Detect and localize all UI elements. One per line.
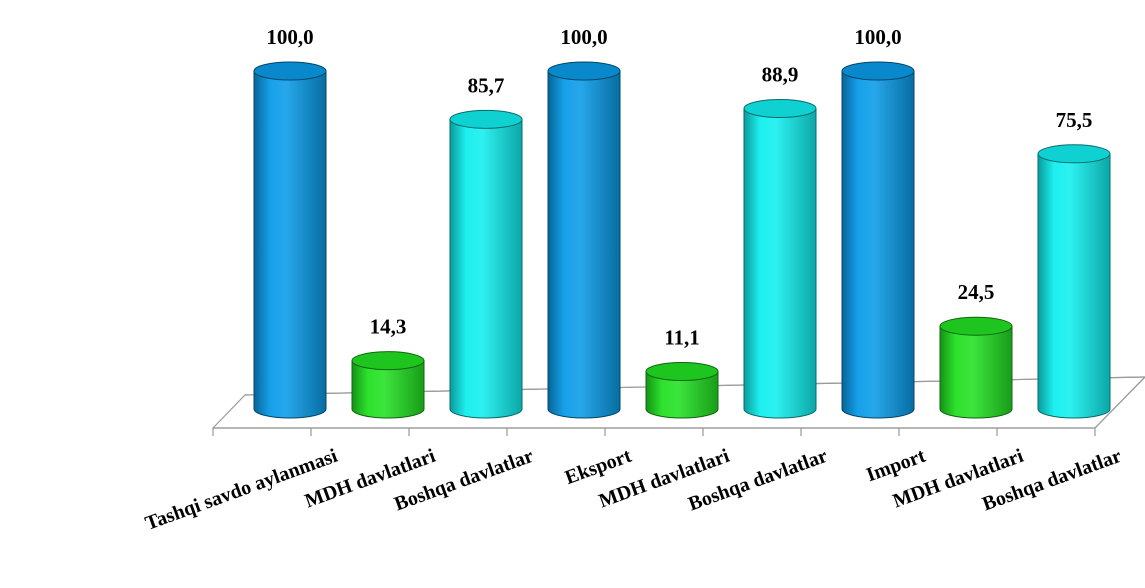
bar-body: [1038, 154, 1110, 418]
bar-top: [352, 352, 424, 370]
bar-top: [548, 62, 620, 80]
bar-body: [842, 71, 914, 418]
bar: [646, 362, 718, 418]
bar-top: [450, 110, 522, 128]
bar-body: [254, 71, 326, 418]
bar-top: [842, 62, 914, 80]
data-label: 100,0: [266, 25, 313, 49]
bar-top: [1038, 145, 1110, 163]
bar-body: [450, 119, 522, 418]
data-label: 85,7: [468, 73, 505, 97]
data-label: 100,0: [854, 25, 901, 49]
bar: [940, 317, 1012, 418]
bar: [842, 62, 914, 418]
data-label: 14,3: [370, 315, 407, 339]
bar-body: [548, 71, 620, 418]
data-label: 24,5: [958, 280, 995, 304]
bar-top: [254, 62, 326, 80]
data-label: 11,1: [664, 325, 700, 349]
bar-top: [646, 362, 718, 380]
bar-top: [744, 100, 816, 118]
data-label: 88,9: [762, 63, 799, 87]
bar-body: [744, 109, 816, 418]
bar: [548, 62, 620, 418]
data-labels: 100,0 14,3 85,7 100,0 11,1 88,9 100,0 24,5 75,5: [266, 25, 1092, 349]
category-label: Import: [863, 445, 928, 487]
bar: [352, 352, 424, 418]
bar: [450, 110, 522, 418]
bars: [254, 62, 1110, 418]
data-label: 75,5: [1056, 108, 1093, 132]
x-axis-ticks: [213, 428, 1095, 436]
bar: [744, 100, 816, 418]
bar: [254, 62, 326, 418]
data-label: 100,0: [560, 25, 607, 49]
bar-body: [940, 326, 1012, 418]
bar-top: [940, 317, 1012, 335]
bar: [1038, 145, 1110, 418]
